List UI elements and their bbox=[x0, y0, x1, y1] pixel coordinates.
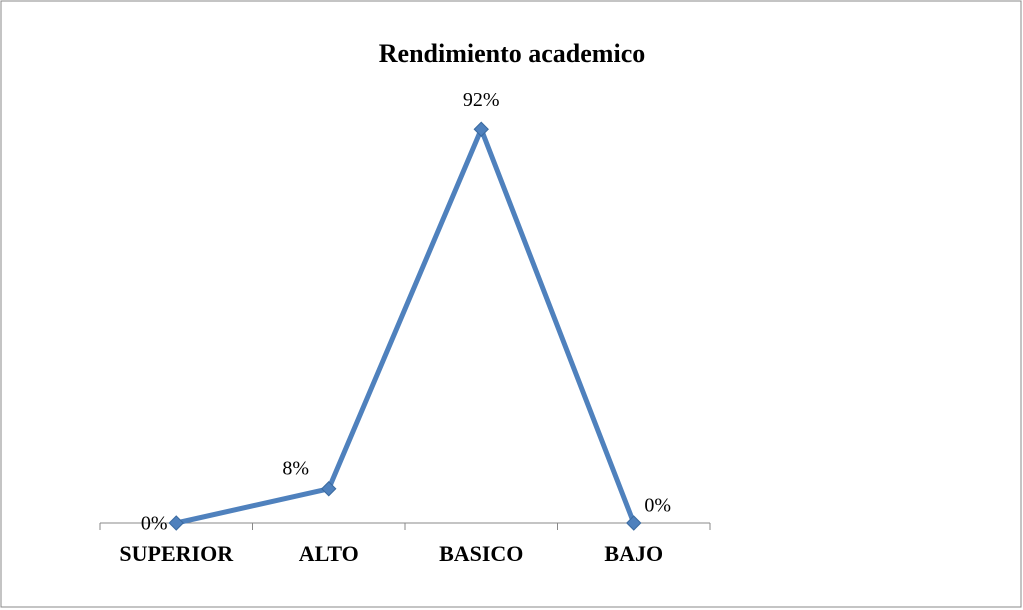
data-label: 0% bbox=[644, 495, 671, 517]
data-line bbox=[175, 126, 637, 526]
data-marker bbox=[168, 515, 184, 531]
data-label: 8% bbox=[282, 457, 309, 479]
x-tick-label: BAJO bbox=[604, 541, 663, 566]
data-marker bbox=[626, 515, 642, 531]
data-label: 92% bbox=[463, 89, 500, 111]
data-marker bbox=[473, 121, 489, 137]
data-label: 0% bbox=[141, 513, 168, 535]
x-tick-label: BASICO bbox=[439, 541, 523, 566]
chart-title: Rendimiento academico bbox=[379, 39, 645, 68]
x-tick-label: SUPERIOR bbox=[119, 541, 234, 566]
x-axis bbox=[99, 522, 711, 530]
x-tick-label: ALTO bbox=[299, 541, 359, 566]
data-marker bbox=[321, 481, 337, 497]
